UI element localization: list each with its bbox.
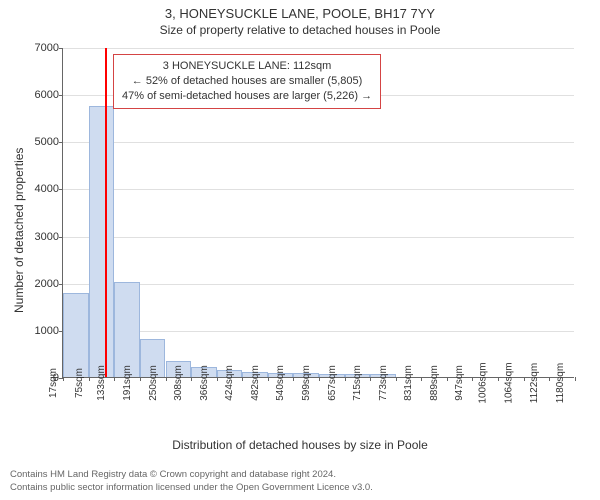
- ytick-mark: [59, 142, 63, 143]
- gridline: [63, 189, 574, 190]
- xtick-mark: [447, 377, 448, 381]
- xtick-label: 250sqm: [148, 365, 159, 401]
- xtick-mark: [191, 377, 192, 381]
- footer-line-1: Contains HM Land Registry data © Crown c…: [10, 469, 373, 481]
- xtick-label: 1064sqm: [503, 362, 514, 403]
- page-title: 3, HONEYSUCKLE LANE, POOLE, BH17 7YY: [0, 0, 600, 21]
- info-line-1: 3 HONEYSUCKLE LANE: 112sqm: [122, 59, 372, 74]
- ytick-mark: [59, 237, 63, 238]
- ytick-mark: [59, 189, 63, 190]
- xtick-mark: [498, 377, 499, 381]
- y-axis-title: Number of detached properties: [12, 148, 26, 313]
- xtick-mark: [421, 377, 422, 381]
- ytick-mark: [59, 284, 63, 285]
- ytick-label: 4000: [35, 183, 59, 195]
- info-line-3: 47% of semi-detached houses are larger (…: [122, 89, 372, 104]
- xtick-label: 1180sqm: [555, 363, 566, 403]
- histogram-bar: [63, 293, 89, 377]
- ytick-mark: [59, 48, 63, 49]
- xtick-mark: [345, 377, 346, 381]
- xtick-label: 191sqm: [122, 365, 133, 401]
- info-callout: 3 HONEYSUCKLE LANE: 112sqm ← 52% of deta…: [113, 54, 381, 109]
- xtick-mark: [63, 377, 64, 381]
- xtick-mark: [217, 377, 218, 381]
- xtick-label: 773sqm: [378, 365, 389, 401]
- ytick-label: 5000: [35, 136, 59, 148]
- ytick-label: 6000: [35, 89, 59, 101]
- xtick-label: 889sqm: [429, 365, 440, 401]
- xtick-mark: [293, 377, 294, 381]
- attribution-footer: Contains HM Land Registry data © Crown c…: [10, 469, 373, 494]
- xtick-mark: [396, 377, 397, 381]
- gridline: [63, 142, 574, 143]
- xtick-label: 1122sqm: [529, 363, 540, 403]
- xtick-mark: [549, 377, 550, 381]
- xtick-mark: [140, 377, 141, 381]
- xtick-mark: [472, 377, 473, 381]
- xtick-label: 482sqm: [250, 365, 261, 401]
- gridline: [63, 48, 574, 49]
- xtick-label: 75sqm: [74, 368, 85, 398]
- xtick-mark: [114, 377, 115, 381]
- xtick-mark: [89, 377, 90, 381]
- xtick-label: 831sqm: [404, 365, 415, 401]
- xtick-label: 599sqm: [301, 365, 312, 401]
- xtick-label: 1006sqm: [478, 362, 489, 403]
- chart-container: 3, HONEYSUCKLE LANE, POOLE, BH17 7YY Siz…: [0, 0, 600, 500]
- xtick-mark: [575, 377, 576, 381]
- ytick-label: 1000: [35, 325, 59, 337]
- xtick-mark: [268, 377, 269, 381]
- histogram-bar: [114, 282, 140, 377]
- ytick-label: 2000: [35, 278, 59, 290]
- xtick-mark: [370, 377, 371, 381]
- xtick-label: 308sqm: [173, 365, 184, 401]
- property-marker-line: [105, 48, 107, 377]
- x-axis-title: Distribution of detached houses by size …: [0, 438, 600, 452]
- gridline: [63, 331, 574, 332]
- ytick-mark: [59, 95, 63, 96]
- plot-area: 0100020003000400050006000700017sqm75sqm1…: [62, 48, 574, 378]
- xtick-label: 424sqm: [224, 365, 235, 401]
- xtick-label: 715sqm: [352, 365, 363, 401]
- info-line-2: ← 52% of detached houses are smaller (5,…: [122, 74, 372, 89]
- xtick-mark: [166, 377, 167, 381]
- xtick-mark: [524, 377, 525, 381]
- xtick-label: 366sqm: [199, 365, 210, 401]
- xtick-label: 657sqm: [327, 365, 338, 401]
- page-subtitle: Size of property relative to detached ho…: [0, 21, 600, 37]
- ytick-label: 3000: [35, 231, 59, 243]
- xtick-mark: [319, 377, 320, 381]
- xtick-label: 540sqm: [275, 365, 286, 401]
- histogram-bar: [89, 106, 115, 377]
- ytick-label: 7000: [35, 42, 59, 54]
- footer-line-2: Contains public sector information licen…: [10, 482, 373, 494]
- gridline: [63, 237, 574, 238]
- xtick-label: 947sqm: [455, 365, 466, 401]
- xtick-label: 17sqm: [48, 368, 59, 398]
- xtick-mark: [242, 377, 243, 381]
- gridline: [63, 284, 574, 285]
